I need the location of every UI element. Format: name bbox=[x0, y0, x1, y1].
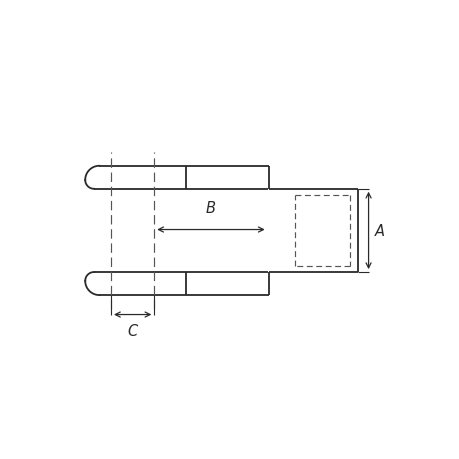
Text: B: B bbox=[206, 201, 215, 216]
Text: A: A bbox=[374, 224, 384, 238]
Text: C: C bbox=[127, 324, 138, 339]
